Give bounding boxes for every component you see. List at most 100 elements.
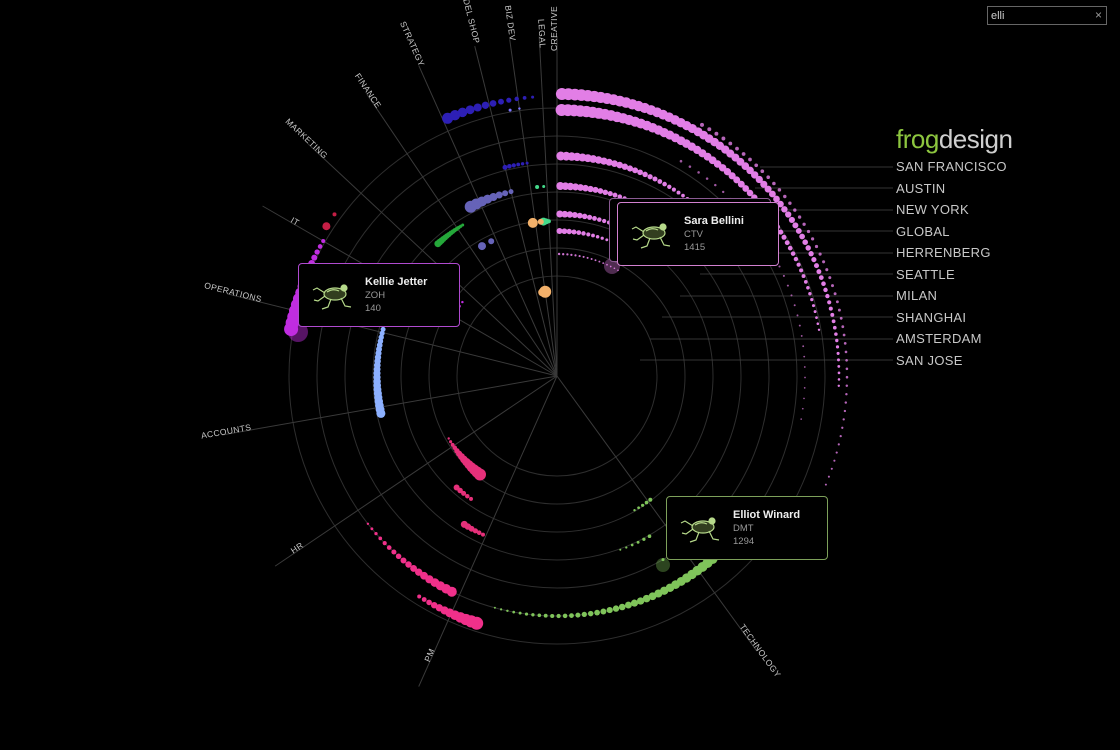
employee-dot — [657, 179, 663, 184]
employee-dot — [641, 503, 645, 507]
employee-dot — [322, 222, 331, 231]
employee-dot — [518, 107, 521, 110]
employee-dot — [556, 613, 561, 619]
employee-dot — [570, 253, 573, 257]
employee-dot — [647, 174, 653, 180]
employee-dot — [768, 190, 776, 198]
office-item[interactable]: AUSTIN — [896, 180, 946, 196]
department-spoke — [418, 375, 558, 687]
office-item[interactable]: SAN FRANCISCO — [896, 159, 1007, 174]
employee-dot — [817, 328, 821, 331]
employee-dot — [566, 253, 569, 256]
employee-dot — [600, 608, 607, 615]
person-card-kellie[interactable]: Kellie Jetter ZOH 140 — [298, 263, 460, 327]
employee-dot — [835, 345, 840, 349]
person-name: Sara Bellini — [684, 215, 744, 227]
employee-dot — [386, 545, 392, 550]
employee-dot — [825, 293, 830, 299]
employee-dot — [499, 608, 503, 611]
department-spoke — [509, 39, 558, 377]
employee-dot — [542, 185, 546, 188]
employee-dot — [786, 284, 789, 287]
employee-dot — [760, 169, 765, 174]
person-name: Elliot Winard — [733, 509, 801, 521]
search-input[interactable] — [991, 8, 1087, 23]
employee-dot — [748, 157, 752, 162]
employee-dot — [835, 451, 838, 454]
office-item[interactable]: HERRENBERG — [896, 245, 991, 260]
employee-dot — [581, 231, 586, 236]
employee-dot — [453, 484, 460, 491]
employee-dot — [792, 222, 799, 229]
employee-dot — [481, 101, 490, 109]
employee-dot — [619, 548, 622, 551]
office-item[interactable]: SAN JOSE — [896, 352, 963, 368]
employee-dot — [489, 193, 498, 201]
office-item[interactable]: GLOBAL — [896, 223, 950, 239]
employee-dot — [788, 216, 795, 223]
employee-dot — [644, 500, 649, 505]
office-item[interactable]: AMSTERDAM — [896, 331, 982, 346]
employee-dot — [830, 467, 833, 470]
employee-dot — [609, 265, 612, 268]
department-label: OPERATIONS — [203, 280, 263, 304]
selected-person-marker — [656, 558, 670, 572]
employee-dot — [802, 345, 805, 348]
employee-dot — [790, 294, 793, 297]
employee-dot — [516, 162, 521, 167]
employee-dot — [537, 613, 542, 618]
employee-dot — [434, 240, 442, 248]
employee-dot — [810, 297, 814, 302]
employee-dot — [811, 304, 816, 308]
search-field[interactable]: × — [987, 6, 1107, 25]
employee-dot — [714, 183, 717, 187]
department-label: LEGAL — [536, 19, 548, 49]
employee-dot — [803, 366, 806, 368]
office-item[interactable]: SHANGHAI — [896, 309, 967, 325]
employee-dot — [602, 262, 605, 265]
department-label: STRATEGY — [398, 20, 427, 68]
department-label: BIZ DEV — [503, 5, 518, 42]
department-label: MARKETING — [283, 116, 329, 160]
employee-dot — [625, 546, 628, 549]
person-card-sara[interactable]: Sara Bellini CTV 1415 — [617, 202, 779, 266]
employee-dot — [822, 260, 826, 264]
employee-dot — [476, 530, 482, 535]
employee-dots — [284, 88, 849, 630]
employee-dot — [845, 375, 849, 379]
employee-dot — [607, 191, 613, 197]
employee-dot — [816, 269, 822, 275]
employee-dot — [481, 532, 485, 537]
employee-dot — [797, 215, 802, 219]
employee-dot — [556, 210, 564, 218]
employee-dot — [796, 314, 799, 317]
employee-dot — [788, 201, 792, 205]
employee-dot — [626, 165, 634, 172]
employee-dot — [556, 228, 563, 234]
close-icon[interactable]: × — [1094, 8, 1102, 22]
employee-dot — [648, 497, 653, 502]
employee-dot — [630, 543, 634, 547]
employee-dot — [420, 571, 428, 580]
employee-dot — [538, 288, 547, 297]
employee-dot — [594, 259, 597, 262]
employee-dot — [813, 310, 817, 314]
office-item[interactable]: MILAN — [896, 288, 938, 303]
employee-dot — [321, 239, 326, 243]
office-item[interactable]: SEATTLE — [896, 266, 955, 282]
employee-dot — [311, 254, 318, 261]
employee-dot — [478, 242, 486, 251]
employee-dot — [461, 490, 467, 496]
employee-dot — [642, 594, 651, 603]
employee-dot — [378, 334, 384, 340]
employee-dot — [800, 418, 802, 420]
office-item[interactable]: NEW YORK — [896, 202, 969, 217]
employee-dot — [574, 254, 577, 257]
employee-dot — [681, 193, 685, 198]
employee-dot — [737, 180, 745, 188]
employee-dot — [636, 597, 645, 605]
employee-dot — [728, 172, 736, 180]
employee-dot — [688, 165, 692, 168]
person-card-elliot[interactable]: Elliot Winard DMT 1294 — [666, 496, 828, 560]
